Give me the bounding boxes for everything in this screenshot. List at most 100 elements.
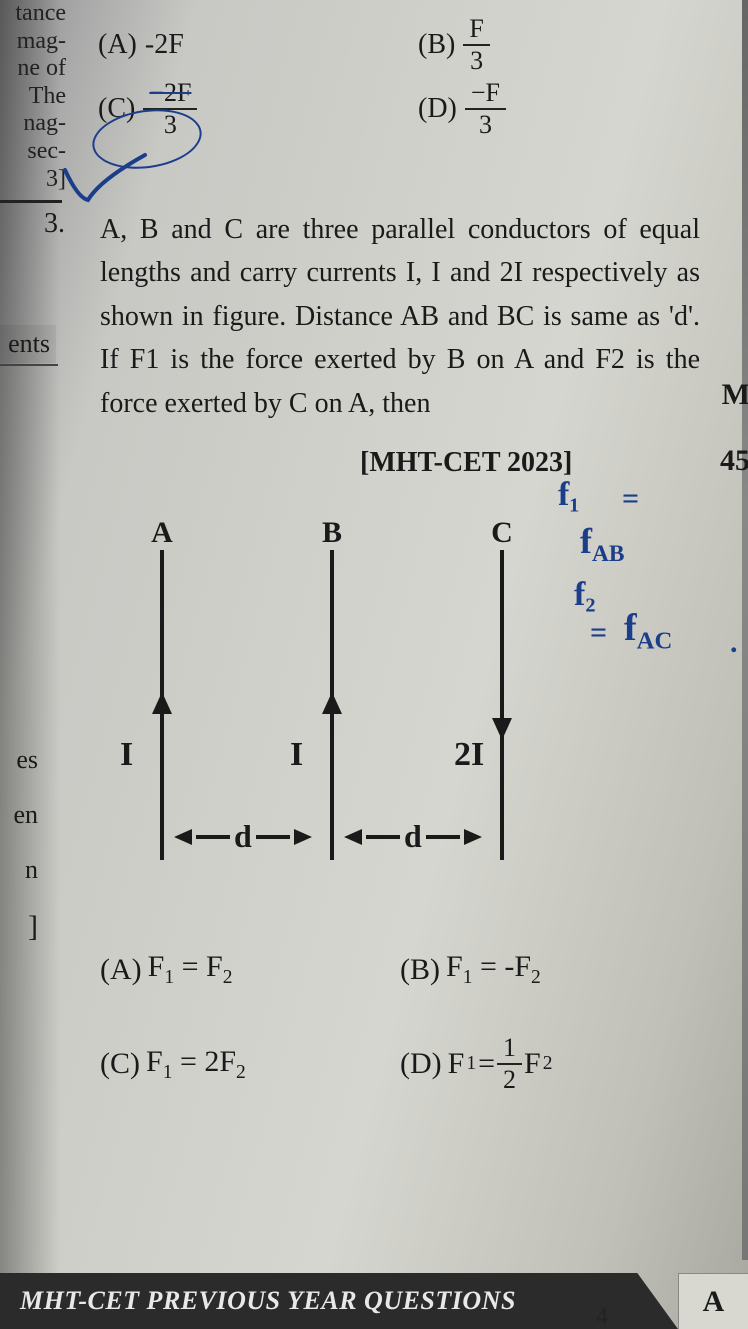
question-text: A, B and C are three parallel conductors… bbox=[100, 208, 700, 425]
current-label-c: 2I bbox=[454, 736, 484, 774]
handwriting: = bbox=[622, 482, 639, 516]
option-label: (A) bbox=[98, 29, 137, 61]
fraction: −F 3 bbox=[465, 80, 506, 138]
handwriting: . bbox=[730, 626, 738, 660]
gutter-word: The bbox=[0, 83, 70, 111]
f: F bbox=[448, 1047, 465, 1081]
arrow-left-icon bbox=[174, 829, 192, 845]
dim-line bbox=[196, 835, 230, 839]
option-label: (D) bbox=[400, 1047, 442, 1081]
option-label: (D) bbox=[418, 93, 457, 125]
hw-sub: AC bbox=[637, 628, 673, 655]
option-label: (B) bbox=[418, 29, 455, 61]
sub: 1 bbox=[163, 1062, 173, 1083]
footer-title: MHT-CET PREVIOUS YEAR QUESTIONS bbox=[0, 1273, 678, 1329]
page: tance mag- ne of The nag- sec- 3] ents e… bbox=[0, 0, 748, 1329]
denominator: 3 bbox=[479, 110, 492, 138]
answers: (A) F1 = F2 (B) F1 = -F2 (C) F1 = 2F2 (D bbox=[100, 950, 700, 1139]
footer: MHT-CET PREVIOUS YEAR QUESTIONS A bbox=[0, 1259, 748, 1329]
gutter-word: sec- bbox=[0, 138, 70, 166]
wire-label-a: A bbox=[151, 516, 173, 550]
pen-tick-icon bbox=[60, 150, 150, 210]
arrow-up-icon bbox=[322, 692, 342, 714]
option-value: -2F bbox=[145, 29, 184, 61]
page-edge-text: M bbox=[722, 378, 748, 412]
f: F bbox=[446, 950, 463, 983]
wire-label-c: C bbox=[491, 516, 513, 550]
handwriting: f₁ bbox=[558, 476, 580, 514]
parallel-conductors-figure: A B C I I 2I d d bbox=[110, 520, 580, 890]
arrow-down-icon bbox=[492, 718, 512, 740]
q2-row2: (C) −2F 3 (D) −F 3 bbox=[98, 80, 738, 138]
option-text: F1 = 1 2 F2 bbox=[448, 1035, 553, 1093]
wire-label-b: B bbox=[322, 516, 342, 550]
current-label-b: I bbox=[290, 736, 303, 774]
gutter-word: nag- bbox=[0, 110, 70, 138]
q2-opt-b: (B) F 3 bbox=[418, 16, 738, 74]
dim-line bbox=[256, 835, 290, 839]
gutter-word: es bbox=[0, 745, 38, 775]
f: F bbox=[146, 1045, 163, 1078]
option-label: (C) bbox=[98, 93, 135, 125]
mid: = 2F bbox=[172, 1045, 236, 1078]
arrow-right-icon bbox=[464, 829, 482, 845]
gutter-word: mag- bbox=[0, 28, 70, 56]
gutter-word: tance bbox=[0, 0, 70, 28]
distance-text: d bbox=[404, 818, 422, 855]
question-number: 3. bbox=[44, 208, 65, 240]
footer-badge: A bbox=[678, 1273, 748, 1329]
distance-text: d bbox=[234, 818, 252, 855]
numerator: 1 bbox=[497, 1035, 522, 1065]
option-text: F1 = -F2 bbox=[446, 950, 541, 989]
distance-d2: d bbox=[344, 818, 482, 855]
option-a: (A) F1 = F2 bbox=[100, 950, 400, 989]
answers-row-2: (C) F1 = 2F2 (D) F1 = 1 2 F2 bbox=[100, 1035, 700, 1093]
option-c: (C) F1 = 2F2 bbox=[100, 1035, 400, 1093]
handwriting: = bbox=[590, 616, 607, 650]
eq: = bbox=[478, 1047, 495, 1081]
q2-row1: (A) -2F (B) F 3 bbox=[98, 16, 738, 74]
option-label: (B) bbox=[400, 953, 440, 987]
sub: 2 bbox=[543, 1053, 553, 1075]
f: F bbox=[524, 1047, 541, 1081]
sub: 2 bbox=[236, 1062, 246, 1083]
hw-letter: f bbox=[624, 607, 637, 649]
q2-opt-a: (A) -2F bbox=[98, 29, 418, 61]
option-label: (C) bbox=[100, 1047, 140, 1081]
gutter-word: ne of bbox=[0, 55, 70, 83]
hw-sub: AB bbox=[592, 541, 625, 567]
gutter-word: n bbox=[0, 855, 38, 885]
option-d: (D) F1 = 1 2 F2 bbox=[400, 1035, 700, 1093]
gutter-word: ] bbox=[0, 910, 38, 944]
option-text: F1 = 2F2 bbox=[146, 1045, 246, 1084]
answers-row-1: (A) F1 = F2 (B) F1 = -F2 bbox=[100, 950, 700, 989]
denominator: 3 bbox=[164, 110, 177, 138]
option-b: (B) F1 = -F2 bbox=[400, 950, 700, 989]
fraction: F 3 bbox=[463, 16, 489, 74]
numerator: F bbox=[463, 16, 489, 46]
denominator: 3 bbox=[470, 46, 483, 74]
gutter-word: ents bbox=[0, 325, 56, 363]
sub: 1 bbox=[463, 967, 473, 988]
dim-line bbox=[426, 835, 460, 839]
arrow-left-icon bbox=[344, 829, 362, 845]
hw-letter: f bbox=[580, 521, 592, 561]
fraction: −2F 3 bbox=[143, 80, 197, 138]
q2-opt-d: (D) −F 3 bbox=[418, 80, 738, 138]
sub: 1 bbox=[466, 1053, 476, 1075]
option-text: F1 = F2 bbox=[148, 950, 233, 989]
sub: 2 bbox=[531, 967, 541, 988]
option-label: (A) bbox=[100, 953, 142, 987]
mid: = -F bbox=[472, 950, 531, 983]
fraction: 1 2 bbox=[497, 1035, 522, 1093]
q2-opt-c: (C) −2F 3 bbox=[98, 80, 418, 138]
footer-page-num: 4 bbox=[596, 1304, 608, 1329]
mid: = F bbox=[174, 950, 223, 983]
handwriting: fAB bbox=[580, 520, 625, 568]
dim-line bbox=[366, 835, 400, 839]
numerator: −2F bbox=[143, 80, 197, 110]
exam-tag: [MHT-CET 2023] bbox=[360, 447, 572, 479]
f: F bbox=[148, 950, 165, 983]
sub: 2 bbox=[223, 967, 233, 988]
sub: 1 bbox=[164, 967, 174, 988]
